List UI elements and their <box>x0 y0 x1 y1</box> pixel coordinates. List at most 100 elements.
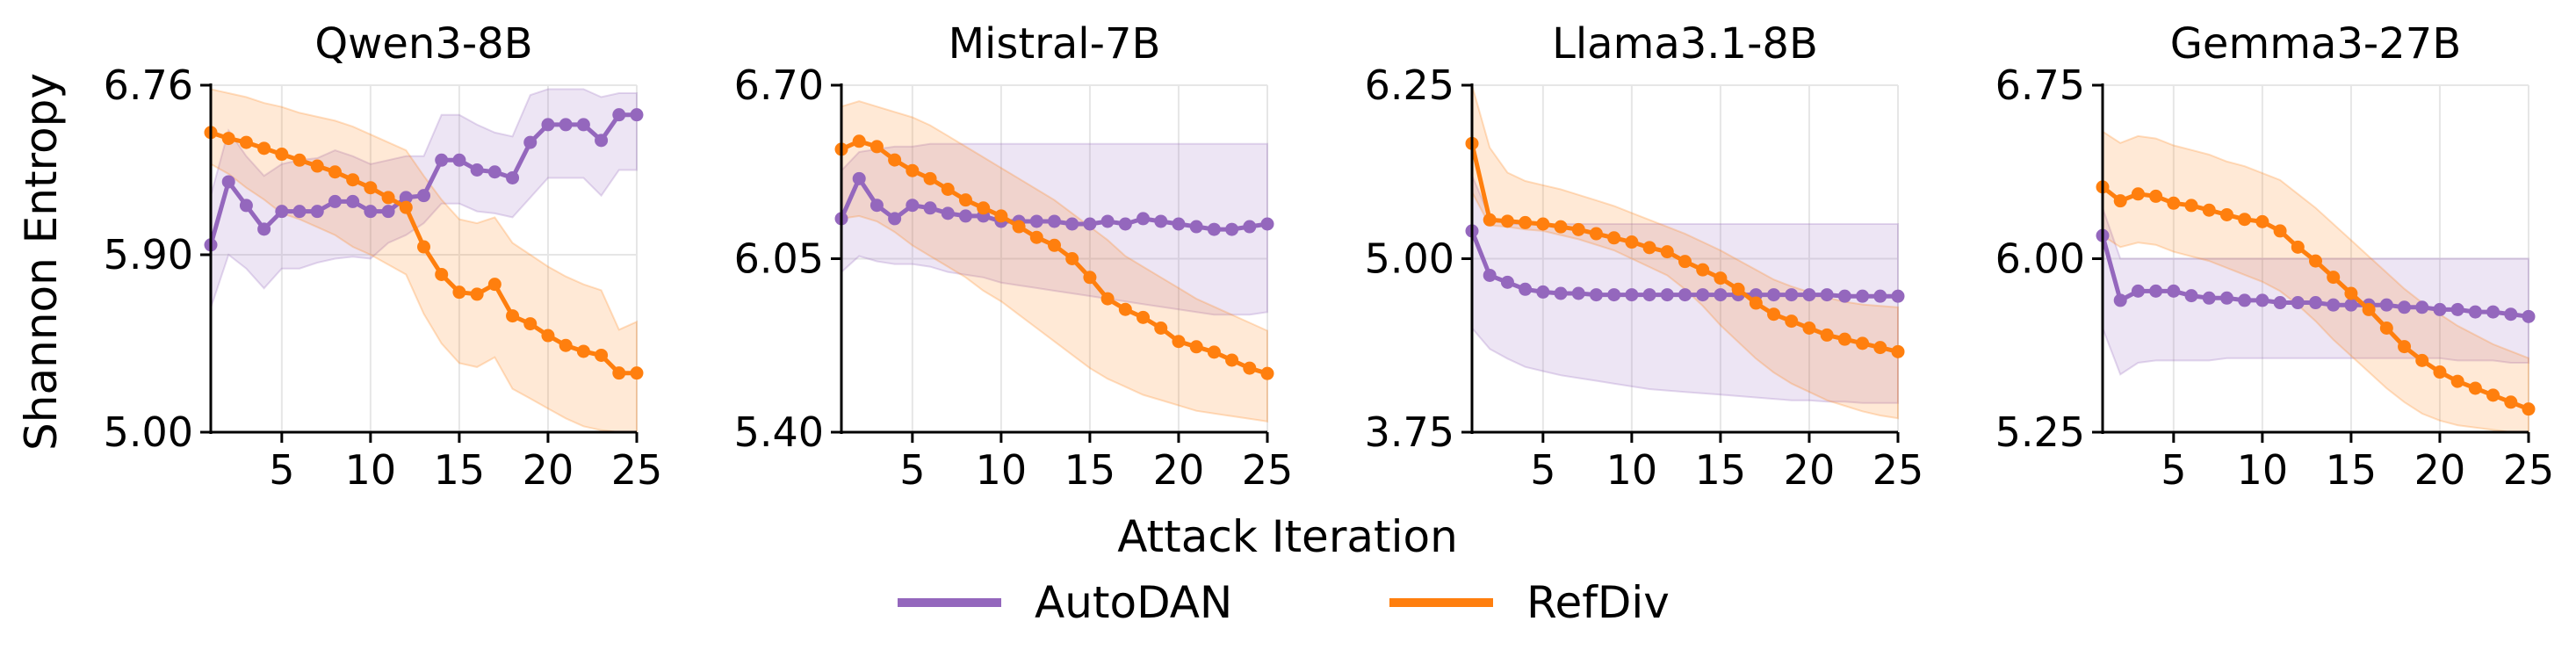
x-tick-label: 5 <box>269 446 294 494</box>
legend-label-refdiv: RefDiv <box>1526 577 1670 628</box>
point-autodan <box>1048 214 1061 228</box>
point-autodan <box>1029 214 1043 228</box>
point-refdiv <box>541 329 555 343</box>
x-tick-label: 10 <box>2237 446 2289 494</box>
point-autodan <box>1696 288 1710 302</box>
point-refdiv <box>888 153 902 167</box>
x-tick-label: 5 <box>1530 446 1555 494</box>
point-refdiv <box>1225 353 1239 367</box>
point-autodan <box>2504 307 2518 322</box>
point-refdiv <box>2291 240 2305 254</box>
point-refdiv <box>2202 203 2216 217</box>
point-refdiv <box>2486 388 2500 402</box>
point-refdiv <box>958 193 972 207</box>
point-refdiv <box>487 278 501 292</box>
point-autodan <box>506 170 520 184</box>
point-refdiv <box>1820 328 1834 342</box>
point-autodan <box>417 189 430 203</box>
point-autodan <box>1100 214 1115 228</box>
point-autodan <box>2344 298 2358 312</box>
panel-mistral-7b: 5 10 15 20 25 5.40 6.05 6.70 Mistral-7B <box>734 19 1294 494</box>
point-refdiv <box>435 267 449 281</box>
band-refdiv <box>841 100 1268 423</box>
point-refdiv <box>1802 322 1816 335</box>
point-refdiv <box>2415 353 2429 367</box>
point-refdiv <box>1136 310 1151 324</box>
point-refdiv <box>2379 322 2393 335</box>
x-tick-label: 15 <box>2326 446 2378 494</box>
point-refdiv <box>346 173 360 187</box>
point-autodan <box>1172 217 1186 231</box>
point-refdiv <box>328 165 342 179</box>
y-tick-label: 5.90 <box>104 231 193 278</box>
point-autodan <box>852 171 866 185</box>
legend-item-refdiv: RefDiv <box>1389 577 1670 628</box>
point-autodan <box>1519 282 1533 296</box>
point-autodan <box>612 108 626 122</box>
point-refdiv <box>2522 402 2536 416</box>
point-autodan <box>2219 291 2233 305</box>
point-autodan <box>1207 222 1221 236</box>
point-refdiv <box>1519 215 1533 229</box>
point-refdiv <box>1189 340 1203 354</box>
point-refdiv <box>1083 271 1097 285</box>
point-autodan <box>1820 288 1834 302</box>
point-autodan <box>923 201 937 215</box>
point-refdiv <box>1207 345 1221 359</box>
point-refdiv <box>2309 254 2322 268</box>
y-tick-label: 3.75 <box>1365 408 1454 456</box>
point-refdiv <box>2184 199 2198 213</box>
y-tick-label: 5.00 <box>1365 235 1454 283</box>
point-refdiv <box>1243 361 1257 375</box>
x-tick-label: 20 <box>523 446 574 494</box>
point-autodan <box>1642 288 1656 302</box>
point-refdiv <box>399 200 413 214</box>
point-autodan <box>1873 289 1887 303</box>
y-axis-label: Shannon Entropy <box>16 73 67 451</box>
point-refdiv <box>1625 235 1639 249</box>
point-refdiv <box>1012 220 1026 234</box>
point-autodan <box>381 205 395 219</box>
point-refdiv <box>1891 344 1905 358</box>
panel-title: Mistral-7B <box>949 19 1161 69</box>
point-autodan <box>2167 284 2181 298</box>
point-autodan <box>310 205 324 219</box>
point-refdiv <box>1154 322 1168 335</box>
point-autodan <box>1571 286 1585 300</box>
point-autodan <box>1243 220 1257 234</box>
point-autodan <box>2450 302 2464 316</box>
point-autodan <box>2202 291 2216 305</box>
band-refdiv <box>1471 84 1899 420</box>
x-tick-label: 15 <box>1064 446 1116 494</box>
point-refdiv <box>275 148 289 162</box>
point-autodan <box>2398 300 2412 314</box>
point-refdiv <box>2327 271 2341 285</box>
point-autodan <box>2468 305 2482 319</box>
point-refdiv <box>1048 238 1061 252</box>
point-autodan <box>1589 288 1603 302</box>
point-autodan <box>595 134 609 148</box>
point-refdiv <box>2255 214 2269 228</box>
point-refdiv <box>2468 381 2482 395</box>
x-tick-label: 15 <box>434 446 486 494</box>
point-autodan <box>399 191 413 205</box>
point-autodan <box>2433 302 2447 316</box>
point-autodan <box>541 118 555 132</box>
point-refdiv <box>923 171 937 185</box>
point-autodan <box>2379 298 2393 312</box>
point-autodan <box>2131 284 2145 298</box>
point-autodan <box>2113 293 2127 307</box>
point-refdiv <box>1749 296 1763 310</box>
panel-gemma3-27b: 5 10 15 20 25 5.25 6.00 6.75 Gemma3-27B <box>1995 19 2555 494</box>
point-autodan <box>1083 217 1097 231</box>
point-refdiv <box>869 140 884 154</box>
x-tick-label: 10 <box>976 446 1028 494</box>
point-refdiv <box>1500 214 1514 228</box>
point-refdiv <box>1642 241 1656 255</box>
point-autodan <box>346 194 360 208</box>
point-refdiv <box>2362 302 2376 316</box>
point-refdiv <box>1029 230 1043 244</box>
point-autodan <box>630 108 644 122</box>
panel-title: Gemma3-27B <box>2170 19 2462 69</box>
panel-title: Qwen3-8B <box>314 19 532 69</box>
